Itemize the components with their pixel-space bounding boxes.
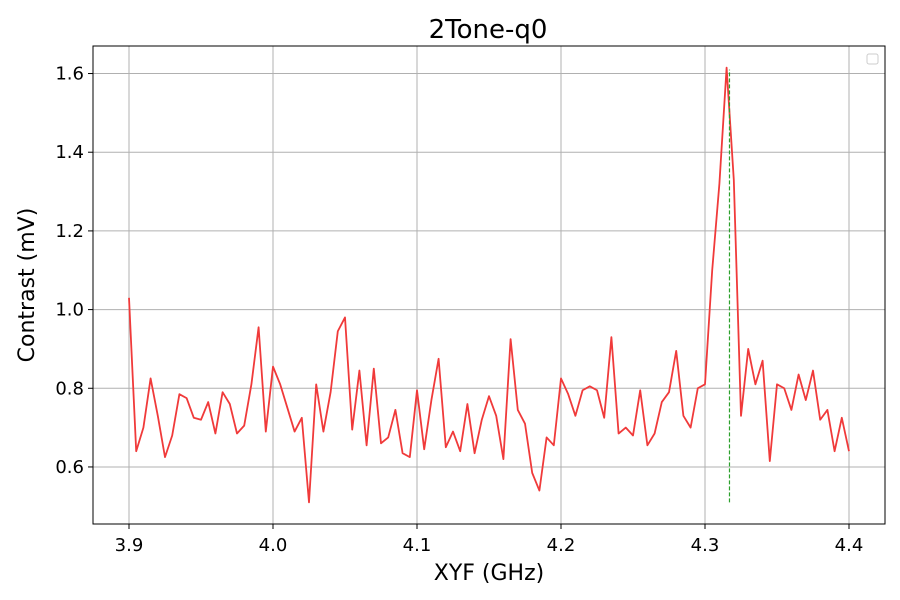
- x-tick-label: 4.3: [691, 535, 720, 556]
- y-tick-label: 1.4: [55, 142, 84, 163]
- x-tick-label: 4.4: [835, 535, 864, 556]
- y-tick-label: 0.8: [55, 378, 84, 399]
- y-tick-label: 1.6: [55, 64, 84, 85]
- plot-frame: [92, 45, 886, 525]
- y-axis-title: Contrast (mV): [15, 208, 40, 363]
- y-tick-label: 1.0: [55, 300, 84, 321]
- x-axis-title: XYF (GHz): [434, 561, 544, 586]
- y-axis: 0.6 0.8 1.0 1.2 1.4 1.6: [55, 64, 93, 478]
- x-tick-label: 4.1: [403, 535, 432, 556]
- x-tick-label: 3.9: [115, 535, 144, 556]
- grid-lines: [93, 46, 885, 524]
- chart-title: 2Tone-q0: [429, 15, 548, 45]
- x-tick-label: 4.2: [547, 535, 576, 556]
- y-tick-label: 1.2: [55, 221, 84, 242]
- series-layer: [128, 66, 850, 504]
- x-axis: 3.9 4.0 4.1 4.2 4.3 4.4: [115, 524, 864, 556]
- y-tick-label: 0.6: [55, 457, 84, 478]
- x-tick-label: 4.0: [259, 535, 288, 556]
- legend-box: [866, 53, 879, 65]
